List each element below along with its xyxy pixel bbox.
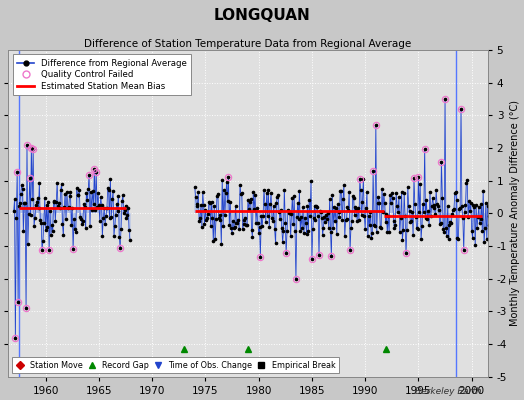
Text: Berkeley Earth: Berkeley Earth xyxy=(416,387,482,396)
Title: Difference of Station Temperature Data from Regional Average: Difference of Station Temperature Data f… xyxy=(84,39,412,49)
Text: LONGQUAN: LONGQUAN xyxy=(214,8,310,23)
Y-axis label: Monthly Temperature Anomaly Difference (°C): Monthly Temperature Anomaly Difference (… xyxy=(510,100,520,326)
Legend: Station Move, Record Gap, Time of Obs. Change, Empirical Break: Station Move, Record Gap, Time of Obs. C… xyxy=(13,357,339,373)
